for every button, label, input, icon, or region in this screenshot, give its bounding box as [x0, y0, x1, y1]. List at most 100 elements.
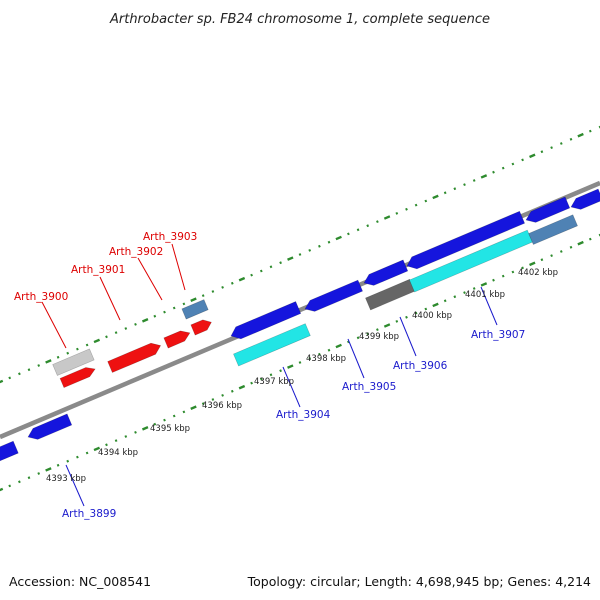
leader-arth-3905: [347, 338, 365, 379]
leader-arth-3906: [399, 316, 417, 357]
inner-track-tick: [182, 410, 186, 414]
gene-arth-3899-a[interactable]: [0, 440, 19, 464]
label-arth-3899[interactable]: Arth_3899: [62, 508, 116, 520]
outer-track-tick: [56, 355, 60, 359]
outer-track-tick: [577, 132, 584, 138]
inner-track-tick: [550, 254, 553, 258]
inner-track-tick: [432, 302, 439, 308]
inner-track-tick: [521, 266, 524, 270]
outer-track-tick: [182, 302, 186, 306]
outer-track-tick: [335, 235, 342, 241]
outer-track-tick: [463, 183, 466, 187]
inner-track-tick: [287, 364, 294, 369]
inner-track-tick: [259, 377, 263, 381]
inner-track-tick: [335, 343, 342, 349]
inner-track-tick: [414, 311, 418, 315]
label-arth-3905[interactable]: Arth_3905: [342, 381, 396, 393]
outer-track-tick: [18, 372, 21, 376]
label-arth-3900[interactable]: Arth_3900: [14, 291, 68, 303]
inner-track-tick: [356, 336, 360, 340]
outer-track-tick: [201, 294, 205, 298]
tick-label-4396: 4396 kbp: [202, 401, 242, 411]
inner-track-tick: [366, 332, 370, 336]
label-arth-3903[interactable]: Arth_3903: [143, 231, 197, 243]
label-arth-3906[interactable]: Arth_3906: [393, 360, 448, 372]
outer-track-tick: [383, 215, 391, 220]
tick-label-4398: 4398 kbp: [306, 354, 346, 364]
leader-arth-3901: [99, 276, 121, 321]
outer-track-tick: [66, 351, 70, 355]
outer-track-tick: [0, 379, 4, 385]
outer-track-tick: [414, 203, 418, 207]
inner-track-tick: [327, 348, 331, 352]
outer-track-tick: [298, 253, 302, 256]
outer-track-tick: [521, 158, 524, 162]
tick-label-4397: 4397 kbp: [254, 377, 294, 387]
outer-track-tick: [424, 199, 428, 203]
outer-track-tick: [76, 347, 79, 351]
outer-track-tick: [190, 297, 197, 302]
leader-arth-3900: [41, 301, 67, 349]
inner-track-tick: [141, 426, 149, 431]
inner-track-tick: [279, 369, 282, 373]
outer-track-tick: [153, 314, 157, 318]
inner-track-tick: [492, 278, 495, 282]
tick-label-4395: 4395 kbp: [150, 424, 190, 434]
label-arth-3902[interactable]: Arth_3902: [109, 246, 163, 258]
gene-arth-3901[interactable]: [107, 340, 163, 373]
inner-track-tick: [8, 484, 12, 488]
inner-track-tick: [172, 414, 176, 418]
inner-track-tick: [56, 463, 60, 467]
inner-track-tick: [124, 435, 128, 438]
outer-track-tick: [443, 191, 447, 195]
outer-track-tick: [356, 228, 360, 232]
gene-reverse-a[interactable]: [228, 301, 302, 342]
gene-arth-3903-rna[interactable]: [181, 299, 209, 320]
gene-arth-3907-rna[interactable]: [528, 214, 578, 245]
outer-track-tick: [221, 285, 224, 289]
gene-reverse-d[interactable]: [404, 210, 526, 272]
gene-arth-3899[interactable]: [26, 413, 73, 443]
inner-track-tick: [134, 430, 137, 434]
gene-arth-3900[interactable]: [59, 364, 97, 388]
inner-track-tick: [559, 250, 563, 253]
inner-track-tick: [0, 487, 4, 493]
gene-arth-3904[interactable]: [233, 323, 311, 367]
label-arth-3901[interactable]: Arth_3901: [71, 264, 125, 276]
outer-track-tick: [279, 261, 282, 265]
tick-label-4399: 4399 kbp: [359, 332, 399, 342]
inner-track-tick: [250, 381, 253, 385]
inner-track-tick: [201, 402, 205, 406]
gene-reverse-c[interactable]: [362, 259, 409, 289]
inner-track-tick: [308, 356, 312, 360]
inner-track-tick: [463, 291, 466, 295]
outer-track-tick: [8, 376, 12, 380]
outer-track-tick: [550, 146, 553, 150]
gene-arth-3902[interactable]: [163, 328, 192, 349]
tick-label-4393: 4393 kbp: [46, 474, 86, 484]
inner-track-tick: [238, 384, 246, 390]
gene-reverse-b[interactable]: [303, 279, 363, 314]
inner-track-tick: [318, 352, 321, 356]
label-arth-3904[interactable]: Arth_3904: [276, 409, 331, 421]
outer-track-tick: [540, 150, 544, 154]
gene-arth-3900-pseudo[interactable]: [52, 348, 95, 376]
outer-track-tick: [134, 322, 137, 326]
inner-track-tick: [443, 299, 447, 303]
inner-track-tick: [480, 282, 488, 287]
label-arth-3907[interactable]: Arth_3907: [471, 329, 525, 341]
gene-reverse-f[interactable]: [569, 188, 600, 213]
gene-reverse-e[interactable]: [524, 196, 571, 226]
outer-track-tick: [327, 240, 331, 244]
inner-track-tick: [114, 439, 118, 443]
inner-track-tick: [298, 361, 302, 364]
inner-track-tick: [18, 480, 21, 484]
outer-track-tick: [453, 187, 457, 191]
gene-arth-3903[interactable]: [190, 317, 214, 336]
outer-track-tick: [27, 368, 31, 372]
inner-track-tick: [529, 261, 536, 267]
outer-track-tick: [318, 244, 321, 248]
outer-track-tick: [105, 335, 108, 339]
gene-labels: Arth_3900 Arth_3901 Arth_3902 Arth_3903 …: [14, 231, 525, 520]
